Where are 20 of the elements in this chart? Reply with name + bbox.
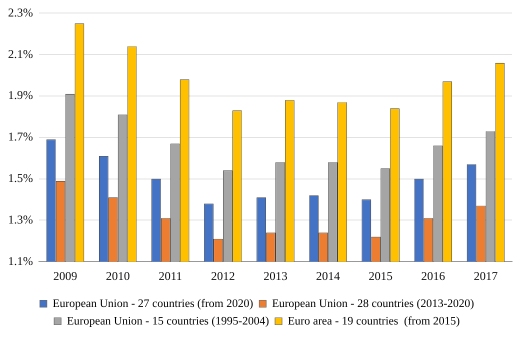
y-tick-label: 1.7% — [8, 130, 33, 144]
legend-label: Euro area - 19 countries (from 2015) — [288, 315, 460, 328]
x-tick-label: 2014 — [316, 268, 340, 283]
y-tick-label: 1.1% — [8, 254, 33, 268]
legend-label: European Union - 15 countries (1995-2004) — [66, 315, 270, 328]
y-tick-label: 2.1% — [8, 46, 33, 61]
x-tick-label: 2009 — [53, 268, 78, 283]
y-tick-label: 1.3% — [8, 212, 33, 226]
y-tick-label: 1.9% — [8, 88, 33, 102]
x-tick-label: 2016 — [421, 268, 446, 283]
y-tick-label: 1.5% — [8, 170, 33, 185]
x-tick-label: 2017 — [474, 268, 498, 283]
legend-label: European Union - 27 countries (from 2020) — [52, 298, 254, 310]
x-tick-label: 2011 — [158, 268, 182, 283]
x-tick-label: 2015 — [368, 268, 393, 283]
x-tick-label: 2010 — [106, 268, 130, 283]
legend-label: European Union - 28 countries (2013-2020) — [272, 298, 474, 310]
x-tick-label: 2012 — [210, 268, 235, 283]
y-tick-label: 2.3% — [8, 5, 33, 20]
x-tick-label: 2013 — [264, 268, 288, 283]
